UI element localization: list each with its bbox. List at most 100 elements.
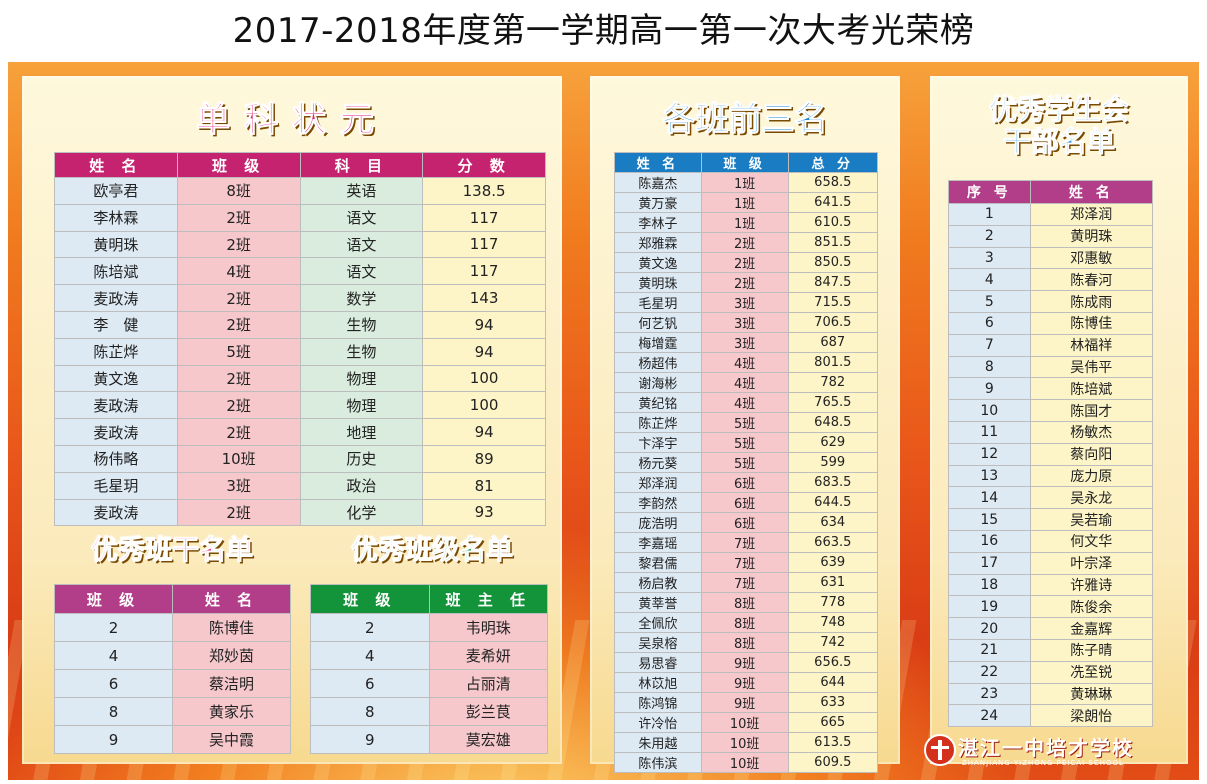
table-row: 郑泽润 6班 683.5 (614, 472, 879, 493)
table-row: 2 黄明珠 (948, 224, 1154, 248)
cell-class: 10班 (700, 732, 789, 753)
table-row: 杨元葵 5班 599 (614, 452, 879, 473)
cell-class: 6 (310, 669, 430, 698)
cell-name: 黄明珠 (1029, 224, 1154, 248)
cell-class: 3班 (176, 471, 301, 500)
table-row: 14 吴永龙 (948, 486, 1154, 510)
cell-subject: 语文 (299, 257, 424, 286)
cell-name: 金嘉辉 (1029, 617, 1154, 640)
cell-score: 94 (422, 337, 546, 366)
cell-class: 6班 (700, 492, 789, 513)
cell-total: 658.5 (787, 172, 879, 193)
top-three-title: 各班前三名 (662, 99, 828, 139)
cell-number: 5 (948, 290, 1031, 313)
cell-score: 117 (422, 257, 546, 286)
cell-number: 7 (948, 333, 1031, 357)
table-row: 22 冼至锐 (948, 660, 1154, 684)
table-row: 11 杨敏杰 (948, 420, 1154, 444)
single-subject-table: 姓 名 班 级 科 目 分 数 欧亭君 8班 英语 138.5 李林霖 2班 语文 117 黄明… (54, 152, 546, 527)
table-row: 庞浩明 6班 634 (614, 512, 879, 533)
excellent-class-table: 班 级 班 主 任 2 韦明珠 4 麦希妍 6 占丽清 8 彭兰茛 9 莫宏雄 (310, 584, 548, 754)
cell-name: 陈芷烨 (614, 412, 702, 433)
cell-subject: 数学 (299, 284, 424, 312)
table-row: 15 吴若瑜 (948, 508, 1154, 531)
cell-class: 2班 (700, 252, 789, 273)
table-row: 全佩欣 8班 748 (614, 612, 879, 633)
table-row: 23 黄琳琳 (948, 682, 1154, 706)
cell-number: 6 (948, 311, 1031, 335)
table-row: 陈芷烨 5班 648.5 (614, 412, 879, 433)
table-row: 黄莘誉 8班 778 (614, 592, 879, 613)
cell-number: 12 (948, 442, 1031, 466)
cell-head-teacher: 占丽清 (428, 669, 548, 698)
cell-number: 3 (948, 246, 1031, 270)
cell-score: 117 (422, 203, 546, 232)
cell-total: 648.5 (787, 412, 879, 433)
column-header-score: 分 数 (422, 152, 546, 178)
cell-name: 林苡旭 (614, 672, 702, 693)
cell-name: 欧亭君 (54, 177, 178, 205)
cell-class: 2班 (700, 272, 789, 293)
cell-name: 许雅诗 (1029, 573, 1154, 597)
cell-name: 郑泽润 (614, 472, 702, 493)
cell-class: 5班 (700, 412, 789, 433)
cell-number: 16 (948, 529, 1031, 553)
cell-class: 2班 (176, 498, 301, 527)
cell-name: 何文华 (1029, 529, 1154, 553)
table-row: 黄万豪 1班 641.5 (614, 192, 879, 213)
cell-name: 冼至锐 (1029, 660, 1154, 684)
table-header-row: 序 号 姓 名 (948, 180, 1154, 204)
table-row: 陈嘉杰 1班 658.5 (614, 172, 879, 193)
cell-class: 7班 (700, 532, 789, 553)
cell-class: 3班 (700, 292, 789, 313)
cell-score: 117 (422, 230, 546, 259)
cell-class: 9 (54, 725, 173, 754)
cell-number: 14 (948, 486, 1031, 510)
student-union-title-line2: 干部名单 (1002, 125, 1115, 158)
cell-name: 黄明珠 (614, 272, 702, 293)
cell-name: 陈子晴 (1029, 638, 1154, 662)
table-row: 12 蔡向阳 (948, 442, 1154, 466)
table-row: 陈芷烨 5班 生物 94 (54, 337, 546, 366)
table-row: 19 陈俊余 (948, 595, 1154, 619)
cell-name: 卞泽宇 (614, 432, 702, 453)
table-row: 21 陈子晴 (948, 638, 1154, 662)
table-row: 6 陈博佳 (948, 311, 1154, 335)
table-row: 陈培斌 4班 语文 117 (54, 257, 546, 286)
cell-class: 1班 (700, 212, 789, 233)
school-emblem-icon (924, 734, 956, 766)
cell-class: 10班 (700, 752, 789, 773)
table-row: 7 林福祥 (948, 333, 1154, 357)
table-row: 9 莫宏雄 (310, 725, 548, 754)
cell-name: 麦政涛 (54, 498, 178, 527)
cell-name: 吴伟平 (1029, 355, 1154, 379)
column-header-name: 姓 名 (54, 152, 178, 178)
cell-name: 梁朗怡 (1029, 704, 1154, 728)
table-row: 8 彭兰茛 (310, 697, 548, 726)
cell-name: 陈伟滨 (614, 752, 702, 773)
cell-class: 10班 (700, 712, 789, 733)
cell-class: 3班 (700, 312, 789, 333)
table-row: 卞泽宇 5班 629 (614, 432, 879, 453)
cell-head-teacher: 彭兰茛 (428, 697, 548, 726)
cell-total: 847.5 (787, 272, 879, 293)
cell-class: 4 (54, 641, 173, 670)
column-header-number: 序 号 (948, 180, 1031, 204)
cell-subject: 生物 (299, 337, 424, 366)
cell-name: 谢海彬 (614, 372, 702, 393)
cell-score: 94 (422, 310, 546, 339)
cell-name: 林福祥 (1029, 333, 1154, 357)
cell-class: 2班 (176, 310, 301, 339)
cell-subject: 物理 (299, 391, 424, 420)
table-header-row: 姓 名 班 级 总 分 (614, 152, 879, 173)
cell-score: 143 (422, 284, 546, 312)
table-row: 8 吴伟平 (948, 355, 1154, 379)
cell-name: 黄莘誉 (614, 592, 702, 613)
table-row: 黎君儒 7班 639 (614, 552, 879, 573)
cell-name: 郑妙茵 (172, 641, 291, 670)
cell-class: 8班 (700, 632, 789, 653)
cell-name: 黄文逸 (54, 364, 178, 393)
cell-class: 7班 (700, 572, 789, 593)
top-three-table: 姓 名 班 级 总 分 陈嘉杰 1班 658.5 黄万豪 1班 641.5 李林子 1班 610… (614, 152, 879, 773)
cell-name: 黄文逸 (614, 252, 702, 273)
